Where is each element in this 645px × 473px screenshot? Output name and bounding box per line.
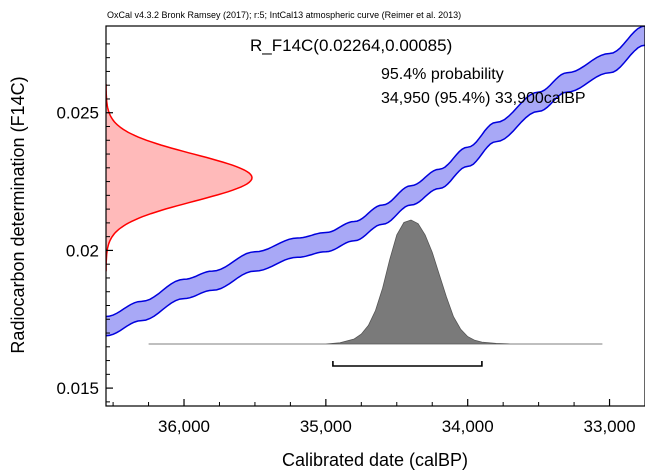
posterior-distribution (148, 219, 603, 345)
x-tick-label: 35,000 (300, 417, 352, 436)
probability-label: 95.4% probability (381, 66, 504, 83)
y-axis-title: Radiocarbon determination (F14C) (8, 76, 28, 353)
y-tick-label: 0.015 (56, 379, 99, 398)
sample-label: R_F14C(0.02264,0.00085) (250, 36, 452, 55)
calibration-curve-upper-edge (106, 26, 645, 318)
range-bar (332, 361, 483, 367)
chart-header: OxCal v4.3.2 Bronk Ramsey (2017); r:5; I… (107, 10, 461, 20)
calibration-curve-band (106, 26, 645, 336)
plot-area (106, 26, 645, 367)
plot-clip-group (106, 26, 645, 367)
plot-frame (105, 25, 645, 407)
x-tick-label: 36,000 (158, 417, 210, 436)
axis-ticks: 36,000 35,000 34,000 33,000 0.015 0.02 0.025 (56, 43, 645, 436)
y-tick-label: 0.025 (56, 104, 99, 123)
x-tick-label: 34,000 (442, 417, 494, 436)
calibration-curve-lower-edge (106, 44, 645, 337)
x-axis-title: Calibrated date (calBP) (282, 450, 468, 470)
measurement-distribution (106, 84, 252, 272)
x-tick-label: 33,000 (584, 417, 636, 436)
y-tick-label: 0.02 (66, 241, 99, 260)
range-label: 34,950 (95.4%) 33,900calBP (381, 90, 586, 107)
measurement-distribution-edge (106, 84, 253, 272)
